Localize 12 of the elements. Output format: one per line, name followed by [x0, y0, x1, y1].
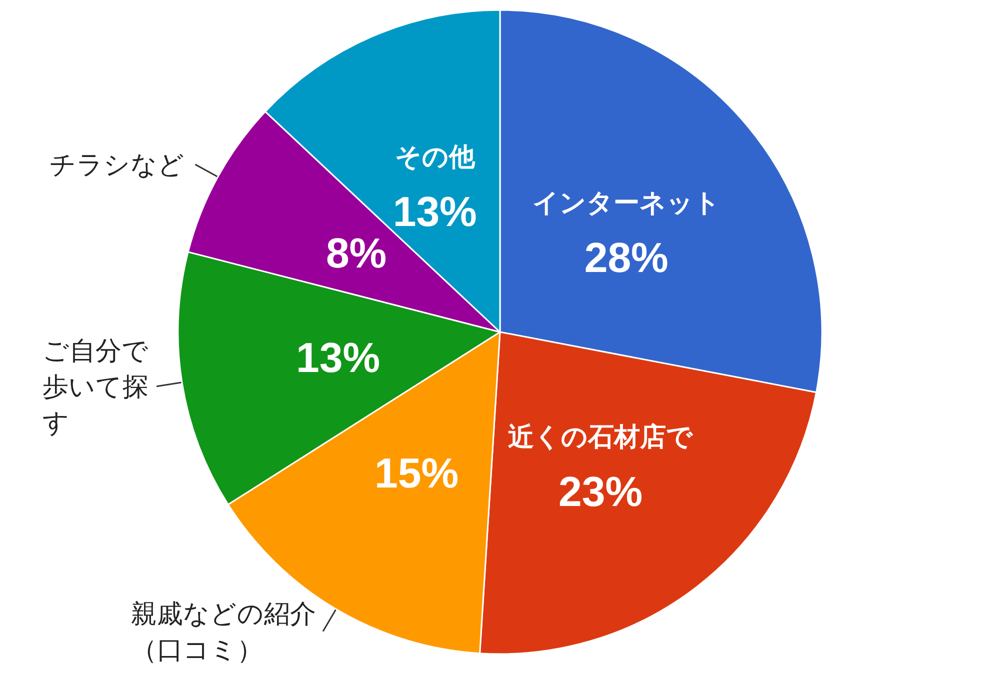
- data-label: 15%: [374, 450, 459, 497]
- slice-label: 近くの石材店で: [508, 422, 694, 452]
- data-label: 13%: [296, 334, 380, 382]
- slice-label: ご自分で歩いて探す: [42, 335, 149, 438]
- data-label: 23%: [558, 468, 643, 516]
- data-label: 8%: [326, 229, 387, 276]
- slice-label: 親戚などの紹介（口コミ）: [130, 598, 316, 664]
- slice-label: インターネット: [532, 187, 720, 218]
- slice-label: チラシなど: [49, 149, 184, 180]
- data-label: 13%: [392, 188, 477, 235]
- data-label: 28%: [584, 234, 668, 281]
- slice-label: その他: [394, 141, 476, 172]
